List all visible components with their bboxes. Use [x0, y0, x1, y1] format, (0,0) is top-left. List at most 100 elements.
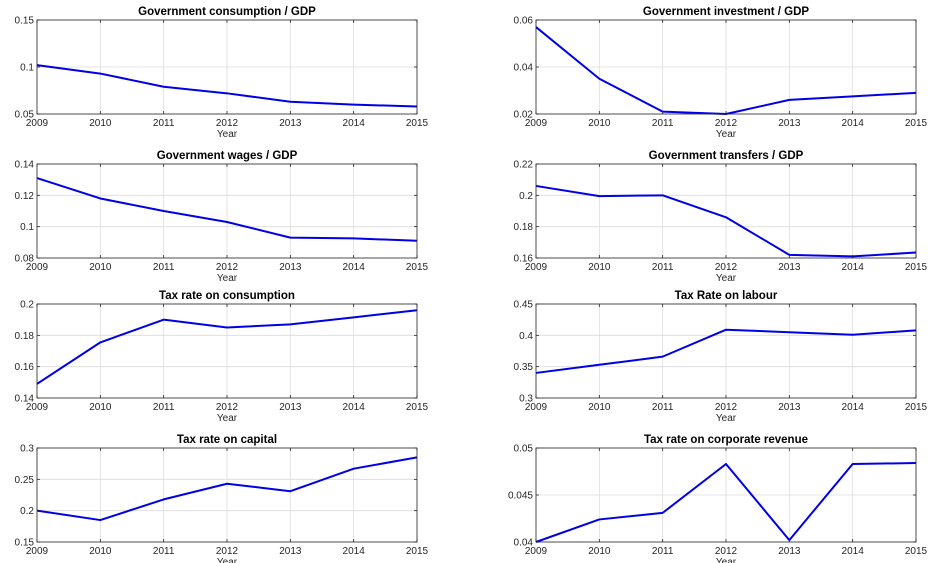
chart-title: Government consumption / GDP	[138, 6, 316, 18]
x-tick-label: 2011	[652, 402, 674, 413]
y-tick-label: 0.16	[15, 362, 35, 373]
x-tick-label: 2014	[343, 402, 366, 413]
y-tick-label: 0.05	[15, 110, 35, 121]
x-tick-label: 2010	[588, 402, 611, 413]
series-line	[36, 64, 418, 108]
x-axis-label: Year	[716, 413, 737, 424]
y-tick-label: 0.1	[20, 222, 34, 233]
x-tick-label: 2015	[905, 118, 928, 129]
x-tick-label: 2011	[652, 262, 674, 273]
x-tick-label: 2015	[905, 262, 928, 273]
x-tick-label: 2014	[343, 118, 366, 129]
y-tick-label: 0.22	[514, 160, 534, 171]
x-tick-label: 2010	[89, 118, 112, 129]
y-tick-label: 0.16	[514, 254, 534, 265]
x-tick-label: 2012	[715, 402, 738, 413]
chart-title: Tax Rate on labour	[675, 290, 778, 302]
x-tick-label: 2013	[279, 546, 302, 557]
x-tick-label: 2011	[153, 118, 175, 129]
subplot-8: 2009 2010 2011 2012 2013 2014 2015 0.04 0.045 0.0…	[508, 434, 928, 563]
x-tick-label: 2015	[406, 118, 429, 129]
y-tick-label: 0.2	[20, 300, 34, 311]
chart-title: Tax rate on capital	[177, 434, 277, 446]
x-tick-label: 2013	[279, 262, 302, 273]
x-tick-label: 2015	[905, 546, 928, 557]
x-axis-label: Year	[716, 129, 737, 140]
x-tick-label: 2009	[525, 262, 548, 273]
y-tick-label: 0.1	[20, 63, 34, 74]
y-tick-label: 0.25	[15, 475, 35, 486]
y-tick-label: 0.14	[15, 160, 35, 171]
x-tick-label: 2015	[905, 402, 928, 413]
x-tick-label: 2010	[89, 402, 112, 413]
x-tick-label: 2009	[26, 262, 49, 273]
x-tick-label: 2012	[715, 546, 738, 557]
x-tick-label: 2014	[842, 546, 865, 557]
x-tick-label: 2011	[652, 546, 674, 557]
x-tick-label: 2010	[89, 546, 112, 557]
x-tick-label: 2011	[153, 402, 175, 413]
y-tick-label: 0.045	[508, 491, 533, 502]
x-tick-label: 2009	[525, 402, 548, 413]
x-tick-label: 2014	[842, 262, 865, 273]
x-tick-label: 2013	[778, 402, 801, 413]
chart-title: Government wages / GDP	[157, 150, 298, 162]
chart-title: Tax rate on consumption	[159, 290, 295, 302]
x-tick-label: 2013	[778, 118, 801, 129]
subplot-5: 2009 2010 2011 2012 2013 2014 2015 0.14 0.16 0.18…	[15, 290, 429, 424]
y-tick-label: 0.3	[519, 394, 533, 405]
series-line	[36, 456, 418, 522]
y-tick-label: 0.18	[514, 222, 534, 233]
x-tick-label: 2012	[715, 118, 738, 129]
x-tick-label: 2011	[652, 118, 674, 129]
x-tick-label: 2012	[216, 402, 239, 413]
x-tick-label: 2013	[279, 118, 302, 129]
y-tick-label: 0.14	[15, 394, 35, 405]
y-tick-label: 0.02	[514, 110, 534, 121]
y-tick-label: 0.05	[514, 444, 534, 455]
y-tick-label: 0.45	[514, 300, 534, 311]
x-axis-label: Year	[217, 413, 238, 424]
y-tick-label: 0.4	[519, 331, 533, 342]
chart-title: Tax rate on corporate revenue	[644, 434, 808, 446]
subplot-2: 2009 2010 2011 2012 2013 2014 2015 0.02 0.04 0.06…	[514, 6, 928, 140]
subplot-3: 2009 2010 2011 2012 2013 2014 2015 0.08 0.1 0.12 0…	[15, 150, 429, 284]
chart-title: Government transfers / GDP	[649, 150, 804, 162]
x-tick-label: 2014	[343, 262, 366, 273]
y-tick-label: 0.2	[20, 506, 34, 517]
series-line	[535, 328, 917, 374]
y-tick-label: 0.18	[15, 331, 35, 342]
y-tick-label: 0.04	[514, 63, 534, 74]
x-tick-label: 2015	[406, 402, 429, 413]
series-line	[535, 462, 917, 543]
y-tick-label: 0.12	[15, 191, 35, 202]
subplot-7: 2009 2010 2011 2012 2013 2014 2015 0.15 0.2 0.25 0…	[15, 434, 429, 563]
x-tick-label: 2014	[842, 118, 865, 129]
x-tick-label: 2013	[279, 402, 302, 413]
x-tick-label: 2009	[26, 402, 49, 413]
x-axis-label: Year	[716, 557, 737, 563]
subplot-4: 2009 2010 2011 2012 2013 2014 2015 0.16 0.18 0.2 0…	[514, 150, 928, 284]
x-tick-label: 2012	[216, 262, 239, 273]
series-line	[36, 177, 418, 242]
x-tick-label: 2014	[343, 546, 366, 557]
x-axis-label: Year	[716, 273, 737, 284]
x-axis-label: Year	[217, 129, 238, 140]
y-tick-label: 0.06	[514, 16, 534, 27]
y-tick-label: 0.35	[514, 362, 534, 373]
x-tick-label: 2010	[588, 262, 611, 273]
chart-title: Government investment / GDP	[643, 6, 809, 18]
x-tick-label: 2013	[778, 546, 801, 557]
x-tick-label: 2010	[588, 118, 611, 129]
x-tick-label: 2009	[26, 546, 49, 557]
subplot-6: 2009 2010 2011 2012 2013 2014 2015 0.3 0.35 0.4 0.…	[514, 290, 928, 424]
x-axis-label: Year	[217, 273, 238, 284]
x-tick-label: 2011	[153, 262, 175, 273]
x-tick-label: 2009	[525, 118, 548, 129]
y-tick-label: 0.2	[519, 191, 533, 202]
x-axis-label: Year	[217, 557, 238, 563]
y-tick-label: 0.04	[514, 538, 534, 549]
subplot-1: 2009 2010 2011 2012 2013 2014 2015 0.05 0.1 0.15 Y…	[15, 6, 429, 140]
x-tick-label: 2010	[89, 262, 112, 273]
